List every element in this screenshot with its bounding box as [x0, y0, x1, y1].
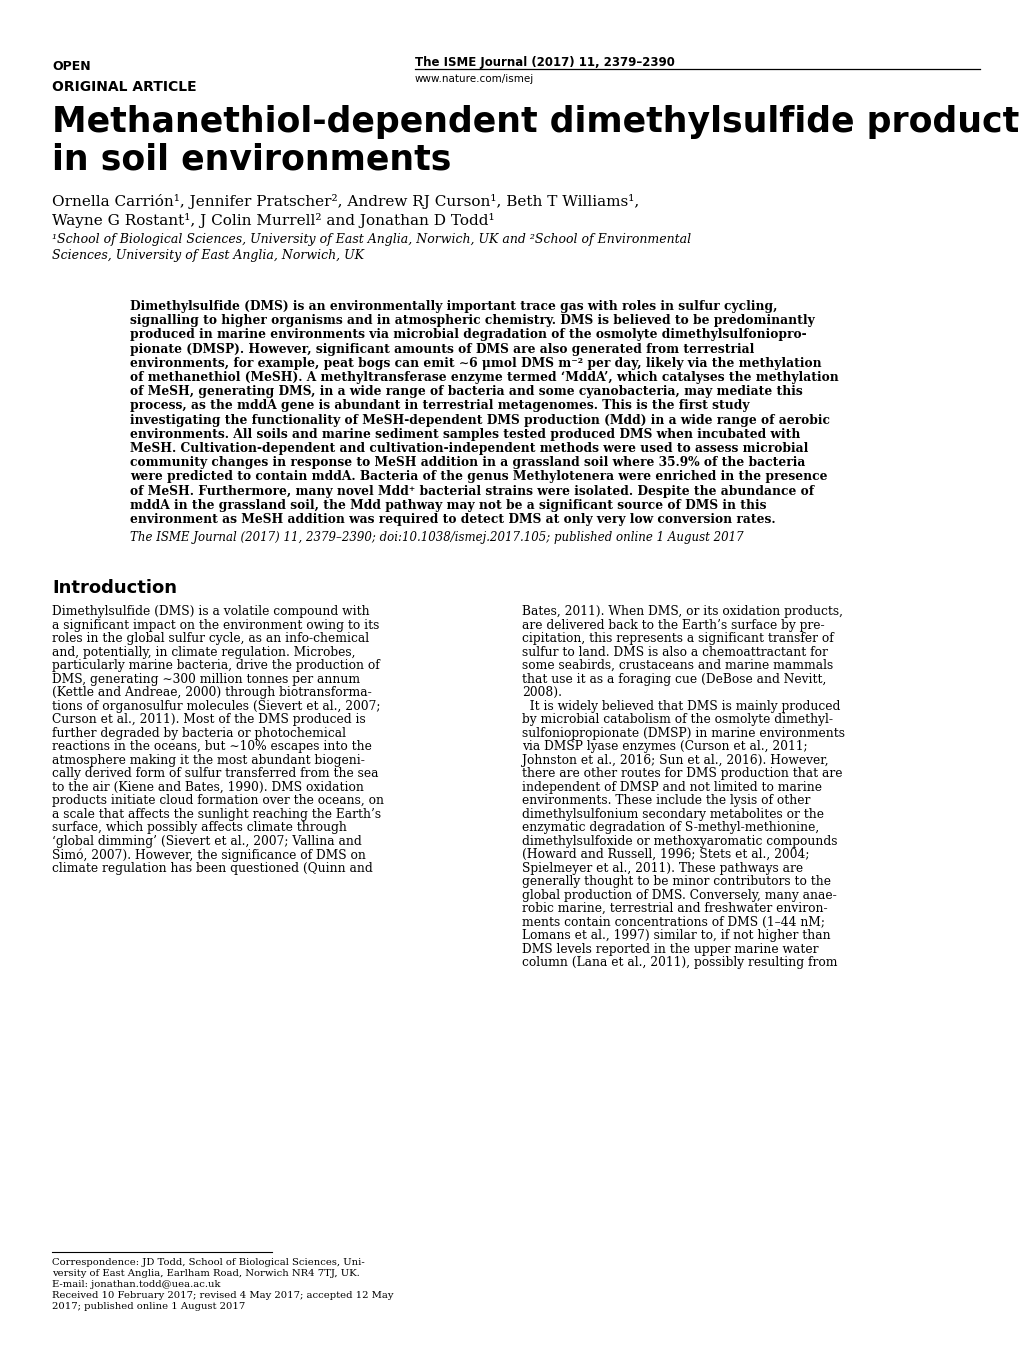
Text: of MeSH, generating DMS, in a wide range of bacteria and some cyanobacteria, may: of MeSH, generating DMS, in a wide range…	[129, 385, 802, 398]
Text: further degraded by bacteria or photochemical: further degraded by bacteria or photoche…	[52, 726, 345, 740]
Text: ORIGINAL ARTICLE: ORIGINAL ARTICLE	[52, 80, 197, 93]
Text: ments contain concentrations of DMS (1–44 nM;: ments contain concentrations of DMS (1–4…	[522, 916, 824, 928]
Text: generally thought to be minor contributors to the: generally thought to be minor contributo…	[522, 875, 830, 888]
Text: roles in the global sulfur cycle, as an info-chemical: roles in the global sulfur cycle, as an …	[52, 633, 369, 645]
Text: process, as the mddA gene is abundant in terrestrial metagenomes. This is the fi: process, as the mddA gene is abundant in…	[129, 400, 749, 412]
Text: 2008).: 2008).	[522, 686, 561, 699]
Text: Dimethylsulfide (DMS) is a volatile compound with: Dimethylsulfide (DMS) is a volatile comp…	[52, 606, 369, 618]
Text: and, potentially, in climate regulation. Microbes,: and, potentially, in climate regulation.…	[52, 646, 356, 659]
Text: signalling to higher organisms and in atmospheric chemistry. DMS is believed to : signalling to higher organisms and in at…	[129, 314, 814, 327]
Text: 2017; published online 1 August 2017: 2017; published online 1 August 2017	[52, 1302, 245, 1312]
Text: Ornella Carrión¹, Jennifer Pratscher², Andrew RJ Curson¹, Beth T Williams¹,: Ornella Carrión¹, Jennifer Pratscher², A…	[52, 194, 639, 209]
Text: Dimethylsulfide (DMS) is an environmentally important trace gas with roles in su: Dimethylsulfide (DMS) is an environmenta…	[129, 299, 776, 313]
Text: particularly marine bacteria, drive the production of: particularly marine bacteria, drive the …	[52, 659, 379, 672]
Text: DMS levels reported in the upper marine water: DMS levels reported in the upper marine …	[522, 943, 817, 955]
Text: dimethylsulfonium secondary metabolites or the: dimethylsulfonium secondary metabolites …	[522, 808, 823, 821]
Text: Spielmeyer et al., 2011). These pathways are: Spielmeyer et al., 2011). These pathways…	[522, 862, 802, 875]
Text: (Howard and Russell, 1996; Stets et al., 2004;: (Howard and Russell, 1996; Stets et al.,…	[522, 848, 809, 862]
Text: enzymatic degradation of S-methyl-methionine,: enzymatic degradation of S-methyl-methio…	[522, 821, 818, 835]
Text: are delivered back to the Earth’s surface by pre-: are delivered back to the Earth’s surfac…	[522, 619, 823, 631]
Text: via DMSP lyase enzymes (Curson et al., 2011;: via DMSP lyase enzymes (Curson et al., 2…	[522, 740, 807, 753]
Text: environments. These include the lysis of other: environments. These include the lysis of…	[522, 794, 809, 808]
Text: sulfoniopropionate (DMSP) in marine environments: sulfoniopropionate (DMSP) in marine envi…	[522, 726, 844, 740]
Text: Methanethiol-dependent dimethylsulfide production: Methanethiol-dependent dimethylsulfide p…	[52, 104, 1019, 140]
Text: ¹School of Biological Sciences, University of East Anglia, Norwich, UK and ²Scho: ¹School of Biological Sciences, Universi…	[52, 233, 691, 247]
Text: (Kettle and Andreae, 2000) through biotransforma-: (Kettle and Andreae, 2000) through biotr…	[52, 686, 371, 699]
Text: in soil environments: in soil environments	[52, 142, 451, 176]
Text: tions of organosulfur molecules (Sievert et al., 2007;: tions of organosulfur molecules (Sievert…	[52, 699, 380, 713]
Text: ‘global dimming’ (Sievert et al., 2007; Vallina and: ‘global dimming’ (Sievert et al., 2007; …	[52, 835, 362, 848]
Text: column (Lana et al., 2011), possibly resulting from: column (Lana et al., 2011), possibly res…	[522, 957, 837, 969]
Text: Lomans et al., 1997) similar to, if not higher than: Lomans et al., 1997) similar to, if not …	[522, 930, 829, 942]
Text: Wayne G Rostant¹, J Colin Murrell² and Jonathan D Todd¹: Wayne G Rostant¹, J Colin Murrell² and J…	[52, 213, 494, 228]
Text: dimethylsulfoxide or methoxyaromatic compounds: dimethylsulfoxide or methoxyaromatic com…	[522, 835, 837, 848]
Text: mddA in the grassland soil, the Mdd pathway may not be a significant source of D: mddA in the grassland soil, the Mdd path…	[129, 499, 765, 512]
Text: investigating the functionality of MeSH-dependent DMS production (Mdd) in a wide: investigating the functionality of MeSH-…	[129, 413, 829, 427]
Text: atmosphere making it the most abundant biogeni-: atmosphere making it the most abundant b…	[52, 753, 365, 767]
Text: a scale that affects the sunlight reaching the Earth’s: a scale that affects the sunlight reachi…	[52, 808, 381, 821]
Text: Received 10 February 2017; revised 4 May 2017; accepted 12 May: Received 10 February 2017; revised 4 May…	[52, 1291, 393, 1299]
Text: pionate (DMSP). However, significant amounts of DMS are also generated from terr: pionate (DMSP). However, significant amo…	[129, 343, 754, 355]
Text: Curson et al., 2011). Most of the DMS produced is: Curson et al., 2011). Most of the DMS pr…	[52, 713, 366, 726]
Text: Introduction: Introduction	[52, 579, 177, 598]
Text: DMS, generating ∼300 million tonnes per annum: DMS, generating ∼300 million tonnes per …	[52, 672, 360, 686]
Text: Sciences, University of East Anglia, Norwich, UK: Sciences, University of East Anglia, Nor…	[52, 249, 364, 262]
Text: global production of DMS. Conversely, many anae-: global production of DMS. Conversely, ma…	[522, 889, 836, 901]
Text: robic marine, terrestrial and freshwater environ-: robic marine, terrestrial and freshwater…	[522, 902, 826, 915]
Text: sulfur to land. DMS is also a chemoattractant for: sulfur to land. DMS is also a chemoattra…	[522, 646, 827, 659]
Text: It is widely believed that DMS is mainly produced: It is widely believed that DMS is mainly…	[522, 699, 840, 713]
Text: by microbial catabolism of the osmolyte dimethyl-: by microbial catabolism of the osmolyte …	[522, 713, 833, 726]
Text: Bates, 2011). When DMS, or its oxidation products,: Bates, 2011). When DMS, or its oxidation…	[522, 606, 842, 618]
Text: versity of East Anglia, Earlham Road, Norwich NR4 7TJ, UK.: versity of East Anglia, Earlham Road, No…	[52, 1270, 360, 1278]
Text: cipitation, this represents a significant transfer of: cipitation, this represents a significan…	[522, 633, 833, 645]
Text: independent of DMSP and not limited to marine: independent of DMSP and not limited to m…	[522, 780, 821, 794]
Text: www.nature.com/ismej: www.nature.com/ismej	[415, 75, 534, 84]
Text: Correspondence: JD Todd, School of Biological Sciences, Uni-: Correspondence: JD Todd, School of Biolo…	[52, 1257, 365, 1267]
Text: there are other routes for DMS production that are: there are other routes for DMS productio…	[522, 767, 842, 780]
Text: that use it as a foraging cue (DeBose and Nevitt,: that use it as a foraging cue (DeBose an…	[522, 672, 825, 686]
Text: Johnston et al., 2016; Sun et al., 2016). However,: Johnston et al., 2016; Sun et al., 2016)…	[522, 753, 827, 767]
Text: environments. All soils and marine sediment samples tested produced DMS when inc: environments. All soils and marine sedim…	[129, 428, 800, 440]
Text: cally derived form of sulfur transferred from the sea: cally derived form of sulfur transferred…	[52, 767, 378, 780]
Text: some seabirds, crustaceans and marine mammals: some seabirds, crustaceans and marine ma…	[522, 659, 833, 672]
Text: environment as MeSH addition was required to detect DMS at only very low convers: environment as MeSH addition was require…	[129, 514, 774, 526]
Text: Simó, 2007). However, the significance of DMS on: Simó, 2007). However, the significance o…	[52, 848, 366, 862]
Text: produced in marine environments via microbial degradation of the osmolyte dimeth: produced in marine environments via micr…	[129, 328, 806, 341]
Text: were predicted to contain mddA. Bacteria of the genus Methylotenera were enriche: were predicted to contain mddA. Bacteria…	[129, 470, 826, 484]
Text: OPEN: OPEN	[52, 60, 91, 73]
Text: The ISME Journal (2017) 11, 2379–2390: The ISME Journal (2017) 11, 2379–2390	[415, 56, 675, 69]
Text: The ISME Journal (2017) 11, 2379–2390; doi:10.1038/ismej.2017.105; published onl: The ISME Journal (2017) 11, 2379–2390; d…	[129, 531, 743, 545]
Text: surface, which possibly affects climate through: surface, which possibly affects climate …	[52, 821, 346, 835]
Text: E-mail: jonathan.todd@uea.ac.uk: E-mail: jonathan.todd@uea.ac.uk	[52, 1280, 220, 1289]
Text: climate regulation has been questioned (Quinn and: climate regulation has been questioned (…	[52, 862, 372, 875]
Text: products initiate cloud formation over the oceans, on: products initiate cloud formation over t…	[52, 794, 383, 808]
Text: community changes in response to MeSH addition in a grassland soil where 35.9% o: community changes in response to MeSH ad…	[129, 457, 805, 469]
Text: to the air (Kiene and Bates, 1990). DMS oxidation: to the air (Kiene and Bates, 1990). DMS …	[52, 780, 364, 794]
Text: of MeSH. Furthermore, many novel Mdd⁺ bacterial strains were isolated. Despite t: of MeSH. Furthermore, many novel Mdd⁺ ba…	[129, 485, 813, 497]
Text: reactions in the oceans, but ∼10% escapes into the: reactions in the oceans, but ∼10% escape…	[52, 740, 372, 753]
Text: MeSH. Cultivation-dependent and cultivation-independent methods were used to ass: MeSH. Cultivation-dependent and cultivat…	[129, 442, 808, 455]
Text: of methanethiol (MeSH). A methyltransferase enzyme termed ‘MddA’, which catalyse: of methanethiol (MeSH). A methyltransfer…	[129, 371, 838, 383]
Text: environments, for example, peat bogs can emit ∼6 μmol DMS m⁻² per day, likely vi: environments, for example, peat bogs can…	[129, 356, 821, 370]
Text: a significant impact on the environment owing to its: a significant impact on the environment …	[52, 619, 379, 631]
